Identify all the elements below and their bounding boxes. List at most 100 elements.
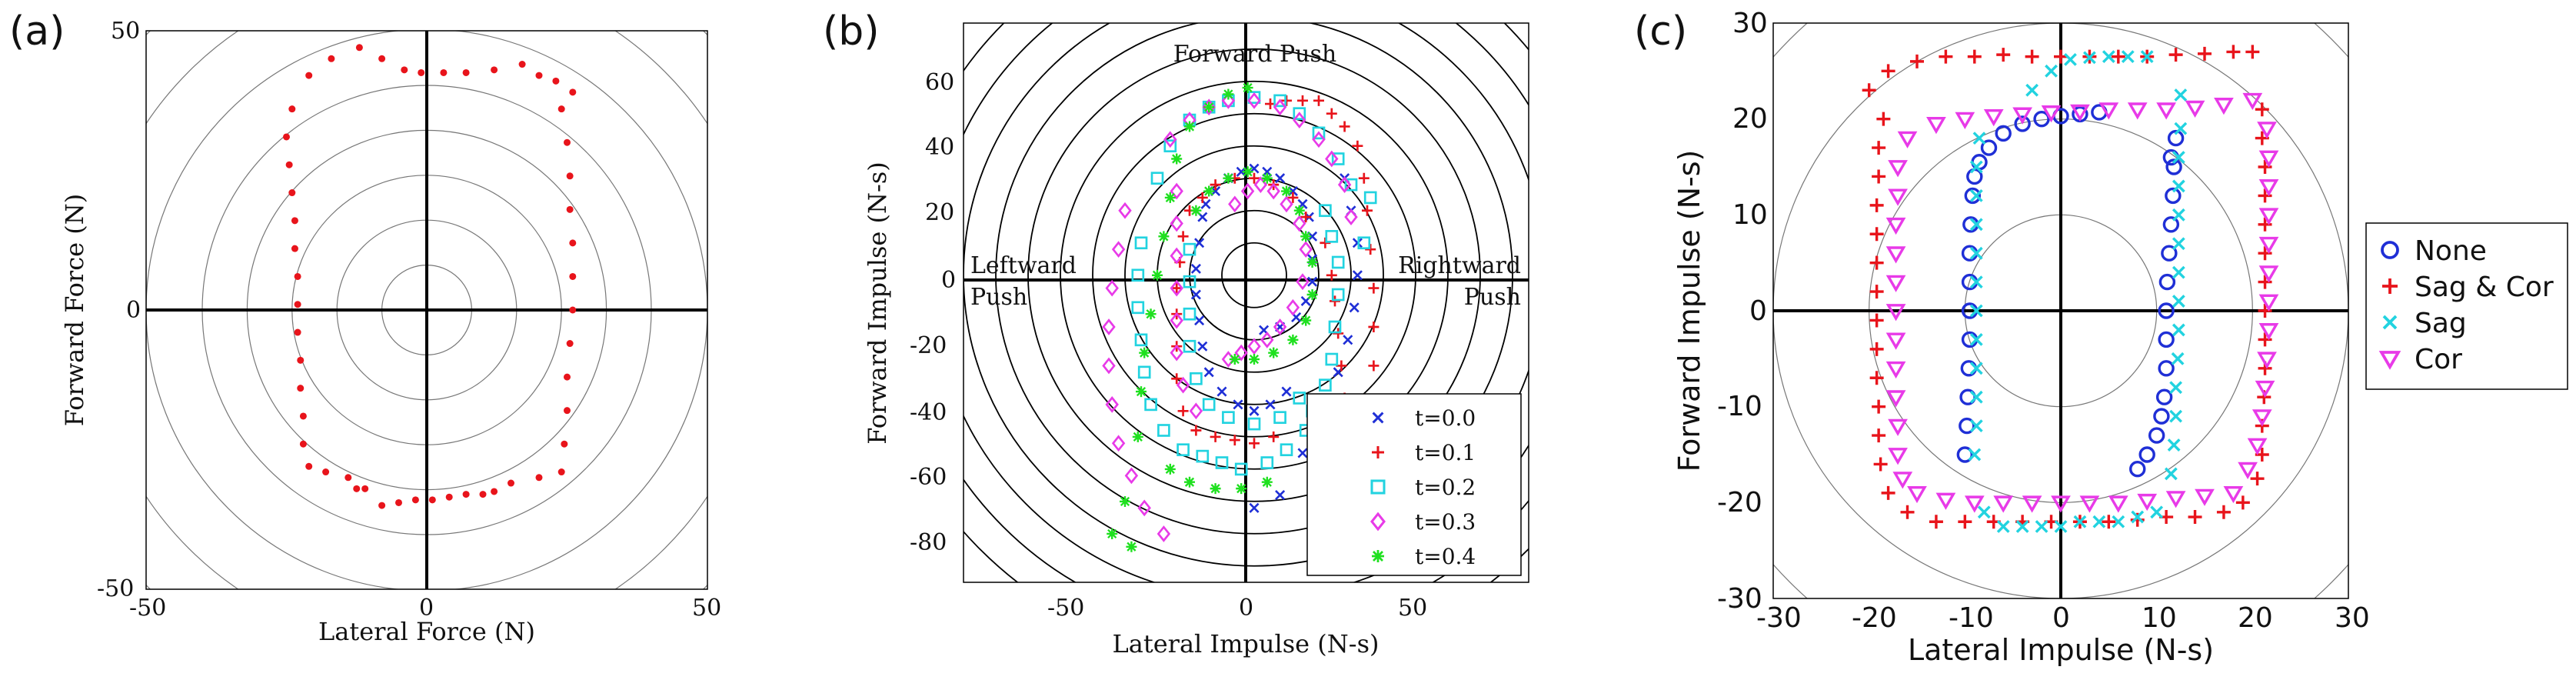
panel-b-grid (964, 23, 1529, 582)
data-point (1968, 448, 1982, 462)
data-point (1247, 417, 1261, 431)
data-point (2185, 100, 2205, 118)
data-point (1872, 141, 1886, 155)
data-point (1876, 112, 1891, 126)
data-point (355, 44, 363, 52)
data-point (2258, 188, 2272, 203)
data-point (1249, 405, 1260, 416)
data-point (1102, 318, 1116, 335)
data-point (1929, 515, 1943, 529)
data-point (1236, 483, 1247, 495)
legend-label: t=0.3 (1415, 509, 1476, 535)
data-point (1287, 334, 1299, 345)
data-point (462, 68, 470, 76)
data-point (1967, 49, 1982, 64)
legend-marker (1370, 479, 1386, 495)
data-point (1958, 515, 1972, 529)
data-point (535, 72, 543, 79)
data-point (2155, 388, 2173, 405)
panel-c-marks (1862, 45, 2279, 533)
data-point (1297, 448, 1308, 458)
data-point (2041, 105, 2062, 123)
data-point (1352, 140, 1363, 152)
data-point (1118, 202, 1132, 219)
data-point (1190, 263, 1201, 274)
data-point (2172, 295, 2185, 308)
panel-b-ytick: 60 (925, 69, 954, 96)
data-point (1326, 269, 1337, 281)
data-point (1339, 121, 1350, 132)
data-point (344, 474, 352, 482)
data-point (1247, 338, 1261, 355)
data-point (1170, 312, 1183, 329)
data-point (299, 412, 307, 420)
grid-circle (1027, 48, 1481, 502)
data-point (1872, 399, 1886, 414)
data-point (1105, 279, 1119, 297)
data-point (2150, 505, 2164, 519)
data-point (1177, 443, 1190, 457)
data-point (2079, 495, 2100, 513)
data-point (1233, 399, 1243, 410)
panel-a-xtick: 50 (692, 595, 721, 622)
direction-rightward: Rightward (1398, 252, 1521, 279)
data-point (285, 161, 293, 168)
panel-a-xlabel: Lateral Force (N) (318, 617, 535, 646)
data-point (1873, 457, 1888, 472)
panel-b-ytick: -80 (910, 529, 947, 556)
data-point (2238, 462, 2258, 480)
direction-forward-push: Forward Push (1173, 41, 1336, 68)
data-point (1249, 502, 1260, 513)
data-point (2064, 52, 2077, 66)
data-point (2156, 102, 2176, 120)
data-point (1293, 215, 1306, 232)
data-point (1275, 489, 1286, 501)
data-point (1352, 238, 1363, 248)
data-point (1223, 172, 1234, 184)
data-point (1137, 499, 1151, 517)
panel-b-ylabel: Forward Impulse (N-s) (863, 162, 892, 444)
data-point (1216, 386, 1227, 397)
data-point (1261, 476, 1273, 488)
data-point (2164, 467, 2178, 481)
panel-c-letter: (c) (1634, 8, 1687, 55)
data-point (299, 440, 307, 448)
data-point (2258, 179, 2279, 197)
panel-c-xtick: 0 (2052, 602, 2070, 634)
data-point (2167, 129, 2185, 147)
data-point (1223, 88, 1234, 100)
data-point (1996, 520, 2010, 533)
data-point (1164, 463, 1176, 475)
data-point (2054, 49, 2068, 64)
data-point (1171, 282, 1183, 294)
panel-b-legend: t=0.0 t=0.1 t=0.2 t=0.3 t=0.4 (1306, 393, 1522, 576)
data-point (1190, 372, 1203, 385)
legend-marker (1370, 512, 1386, 532)
data-point (1176, 376, 1190, 394)
data-point (2014, 115, 2031, 132)
data-point (1343, 335, 1353, 345)
data-point (2045, 64, 2058, 78)
data-point (1210, 483, 1221, 495)
data-point (1134, 236, 1148, 250)
data-point (2054, 520, 2068, 533)
data-point (1885, 275, 1906, 292)
data-point (1273, 318, 1287, 335)
data-point (2129, 460, 2146, 478)
data-point (2022, 495, 2042, 513)
data-point (288, 189, 296, 197)
data-point (418, 68, 425, 76)
data-point (1163, 131, 1177, 148)
data-point (2172, 208, 2185, 222)
direction-rightward-push: Push (1464, 284, 1521, 311)
data-point (1885, 246, 1906, 264)
data-point (1969, 188, 1983, 202)
data-point (1331, 255, 1345, 269)
legend-label: None (2415, 235, 2487, 267)
data-point (2158, 302, 2175, 319)
data-point (2012, 107, 2032, 125)
panel-c-xtick: -30 (1756, 602, 1802, 634)
data-point (294, 272, 301, 280)
data-point (1134, 333, 1148, 347)
data-point (1189, 402, 1203, 420)
